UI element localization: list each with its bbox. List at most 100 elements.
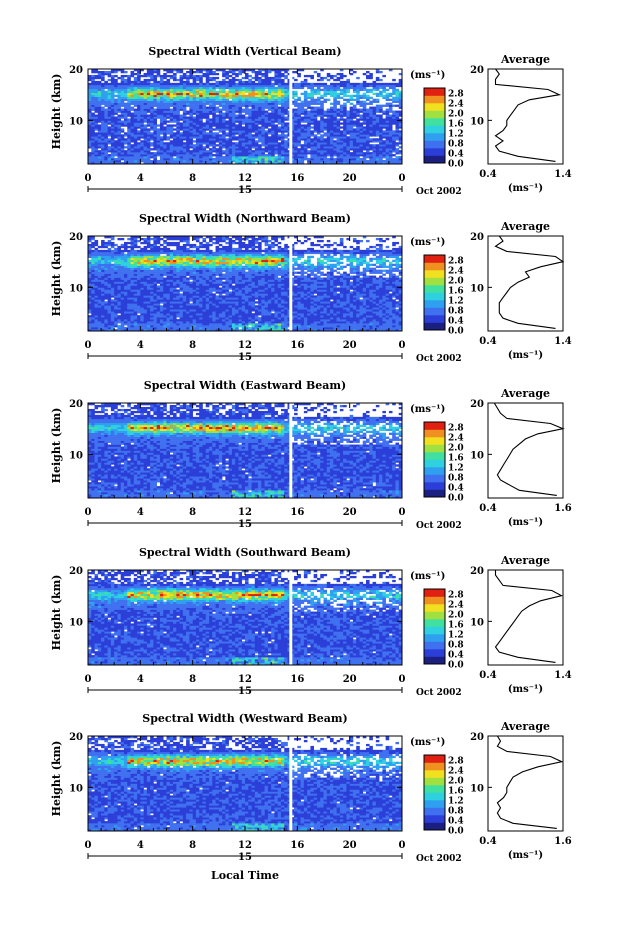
heatmap-cell [340, 132, 344, 134]
heatmap-cell [108, 130, 112, 132]
heatmap-cell [376, 115, 380, 117]
heatmap-cell [98, 107, 102, 109]
heatmap-cell [202, 95, 206, 97]
heatmap-cell [317, 122, 321, 124]
heatmap-cell [212, 140, 216, 142]
heatmap-cell [235, 91, 239, 93]
heatmap-cell [180, 75, 184, 77]
heatmap-cell [297, 75, 301, 77]
heatmap-cell [294, 105, 298, 107]
heatmap-cell [212, 120, 216, 122]
heatmap-cell [111, 117, 115, 119]
heatmap-cell [219, 95, 223, 97]
heatmap-cell [245, 111, 249, 113]
heatmap-cell [199, 146, 203, 148]
heatmap-cell [366, 126, 370, 128]
heatmap-cell [307, 97, 311, 99]
heatmap-cell [111, 77, 115, 79]
heatmap-cell [117, 93, 121, 95]
heatmap-cell [353, 152, 357, 154]
heatmap-cell [225, 154, 229, 156]
heatmap-cell [261, 134, 265, 136]
heatmap-cell [297, 73, 301, 75]
heatmap-cell [124, 75, 128, 77]
heatmap-cell [320, 107, 324, 109]
heatmap-cell [301, 156, 305, 158]
heatmap-cell [91, 132, 95, 134]
heatmap-cell [320, 83, 324, 85]
heatmap-cell [206, 142, 210, 144]
heatmap-cell [317, 101, 321, 103]
heatmap-cell [333, 122, 337, 124]
heatmap-cell [350, 148, 354, 150]
heatmap-cell [235, 138, 239, 140]
heatmap-cell [219, 103, 223, 105]
heatmap-cell [180, 93, 184, 95]
heatmap-cell [350, 115, 354, 117]
heatmap-cell [114, 101, 118, 103]
heatmap-cell [157, 81, 161, 83]
heatmap-cell [258, 71, 262, 73]
heatmap-cell [202, 107, 206, 109]
heatmap-cell [317, 152, 321, 154]
heatmap-cell [157, 93, 161, 95]
heatmap-cell [216, 99, 220, 101]
heatmap-cell [238, 122, 242, 124]
heatmap-cell [330, 136, 334, 138]
heatmap-cell [216, 148, 220, 150]
heatmap-cell [395, 117, 399, 119]
heatmap-cell [91, 91, 95, 93]
heatmap-cell [271, 327, 275, 329]
heatmap-cell [327, 115, 331, 117]
heatmap-cell [317, 99, 321, 101]
heatmap-cell [111, 79, 115, 81]
heatmap-cell [248, 103, 252, 105]
heatmap-cell [127, 148, 131, 150]
profile-y-tick-label: 20 [470, 65, 484, 76]
heatmap-cell [153, 87, 157, 89]
heatmap-cell [114, 99, 118, 101]
heatmap-cell [317, 109, 321, 111]
heatmap-cell [261, 79, 265, 81]
heatmap-cell [242, 97, 246, 99]
heatmap-cell [121, 124, 125, 126]
heatmap-cell [284, 77, 288, 79]
heatmap-cell [127, 83, 131, 85]
heatmap-cell [167, 115, 171, 117]
heatmap-cell [163, 99, 167, 101]
heatmap-cell [340, 109, 344, 111]
heatmap-cell [124, 93, 128, 95]
heatmap-cell [163, 150, 167, 152]
heatmap-cell [114, 140, 118, 142]
heatmap-cell [121, 146, 125, 148]
heatmap-cell [121, 105, 125, 107]
heatmap-cell [222, 124, 226, 126]
heatmap-cell [206, 103, 210, 105]
heatmap-cell [117, 107, 121, 109]
heatmap-cell [173, 150, 177, 152]
profile-x-label: (ms⁻¹) [508, 183, 543, 194]
heatmap-cell [222, 79, 226, 81]
heatmap-cell [186, 71, 190, 73]
heatmap-cell [222, 126, 226, 128]
heatmap-cell [274, 87, 278, 89]
heatmap-cell [376, 107, 380, 109]
heatmap-cell [238, 115, 242, 117]
heatmap-cell [366, 160, 370, 162]
heatmap-cell [229, 134, 233, 136]
heatmap-cell [196, 126, 200, 128]
heatmap-cell [101, 83, 105, 85]
heatmap-cell [255, 146, 259, 148]
heatmap-cell [386, 109, 390, 111]
heatmap-cell [284, 107, 288, 109]
heatmap-cell [366, 154, 370, 156]
heatmap-cell [95, 146, 99, 148]
heatmap-cell [343, 146, 347, 148]
heatmap-cell [389, 150, 393, 152]
heatmap-cell [117, 144, 121, 146]
heatmap-cell [330, 152, 334, 154]
heatmap-cell [373, 154, 377, 156]
heatmap-cell [216, 140, 220, 142]
heatmap-cell [232, 111, 236, 113]
heatmap-cell [137, 83, 141, 85]
